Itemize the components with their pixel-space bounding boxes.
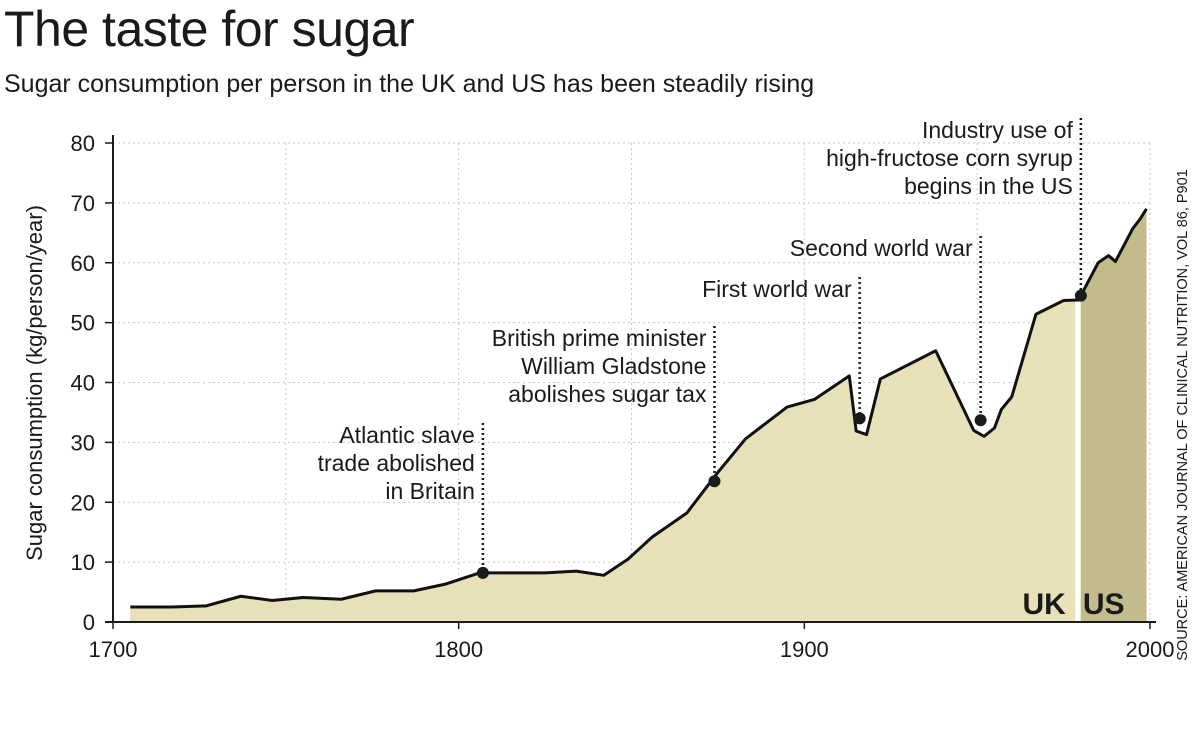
x-tick-label: 1700 (89, 637, 138, 662)
annotation-text: high-fructose corn syrup (826, 145, 1073, 171)
y-tick-label: 40 (71, 371, 95, 396)
region-label-us: US (1083, 588, 1125, 621)
y-tick-label: 0 (83, 610, 95, 635)
area-layer: UK US (130, 208, 1148, 623)
uk-line (130, 298, 1081, 609)
x-tick-label: 2000 (1126, 637, 1175, 662)
annotation-text: begins in the US (904, 173, 1073, 199)
y-tick-label: 30 (71, 430, 95, 455)
us-line (1079, 208, 1148, 297)
region-label-uk: UK (1023, 588, 1067, 621)
annotation-text: in Britain (385, 478, 474, 504)
source-note: SOURCE: AMERICAN JOURNAL OF CLINICAL NUT… (1175, 169, 1191, 661)
annotation-text: British prime minister (492, 325, 707, 351)
axis-layer: 0 10 20 30 40 50 60 70 80 1700 1800 1900 2000 (71, 131, 1175, 662)
us-area (1080, 208, 1147, 623)
y-tick-label: 50 (71, 311, 95, 336)
y-tick-label: 70 (71, 191, 95, 216)
annotation-dot (476, 566, 489, 579)
y-tick-label: 80 (71, 131, 95, 156)
x-tick-label: 1800 (434, 637, 483, 662)
y-tick-label: 60 (71, 251, 95, 276)
chart-subtitle: Sugar consumption per person in the UK a… (4, 70, 815, 98)
annotation-dot (974, 414, 987, 427)
annotation-dot (1074, 289, 1087, 302)
y-tick-label: 10 (71, 550, 95, 575)
chart-title: The taste for sugar (4, 1, 415, 57)
annotation-text: Second world war (790, 235, 973, 261)
annotation-text: Industry use of (922, 117, 1073, 143)
annotation-text: abolishes sugar tax (508, 381, 707, 407)
annotation-dot (853, 412, 866, 425)
annotation-text: trade abolished (318, 450, 475, 476)
x-tick-label: 1900 (780, 637, 829, 662)
annotation-text: Atlantic slave (339, 422, 475, 448)
annotation-text: First world war (702, 276, 852, 302)
y-axis-label: Sugar consumption (kg/person/year) (22, 205, 47, 561)
annotation-dot (708, 475, 721, 488)
y-tick-label: 20 (71, 490, 95, 515)
annotation-text: William Gladstone (521, 353, 706, 379)
